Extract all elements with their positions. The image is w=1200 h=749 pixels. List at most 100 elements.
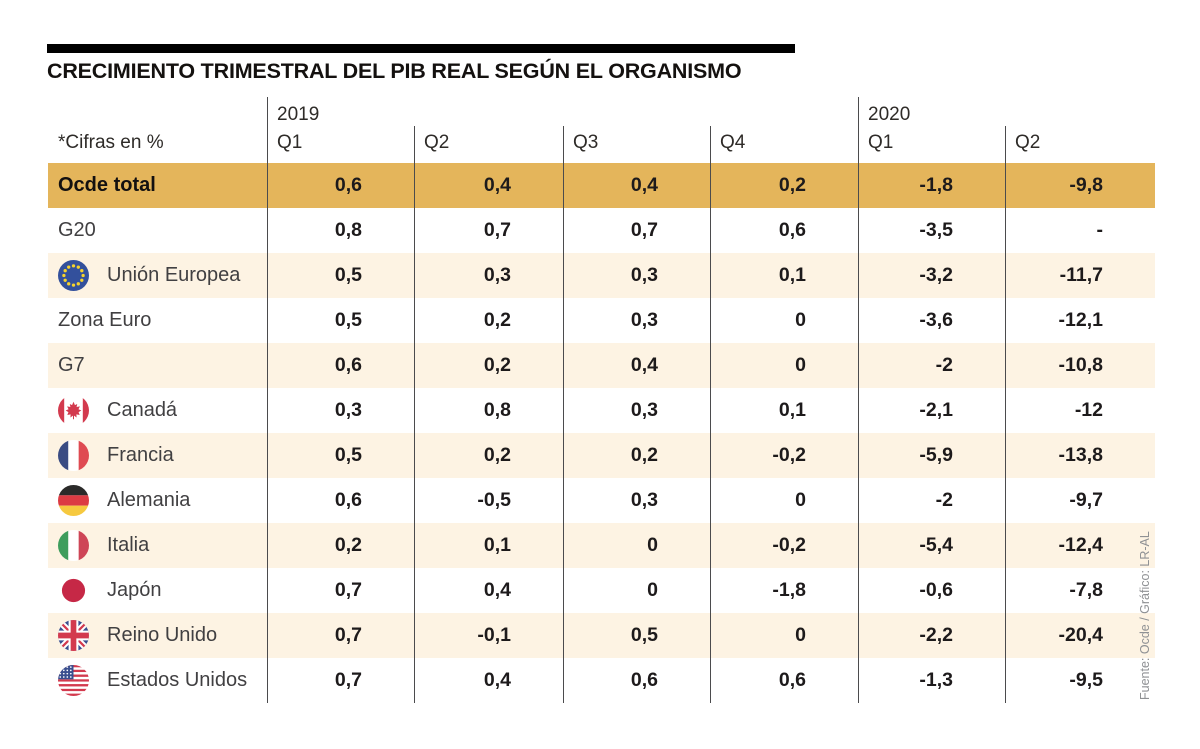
header-2020-q1: 2020 Q1: [858, 95, 1005, 163]
value-cell: -9,5: [1069, 669, 1103, 691]
value-cell: 0,6: [778, 219, 806, 241]
table-row: Alemania 0,6 -0,5 0,3 0 -2 -9,7: [48, 478, 1155, 523]
row-label: Alemania: [107, 489, 191, 511]
flag-italy-icon: [58, 530, 89, 561]
row-label-cell: Zona Euro: [48, 298, 267, 343]
flag-uk-icon: [58, 620, 89, 651]
value-cell: 0,3: [334, 399, 362, 421]
table-row: Japón 0,7 0,4 0 -1,8 -0,6 -7,8: [48, 568, 1155, 613]
value-cell: -13,8: [1058, 444, 1103, 466]
quarter-label: Q3: [573, 132, 599, 154]
value-cell: -1,3: [919, 669, 953, 691]
value-cell: -12: [1074, 399, 1103, 421]
value-cell: 0,7: [334, 669, 362, 691]
value-cell: -3,2: [919, 264, 953, 286]
row-label: Zona Euro: [58, 309, 152, 331]
header-2019-q2: Q2: [414, 95, 563, 163]
value-cell: 0,4: [630, 174, 658, 196]
table-header: *Cifras en % 2019 Q1 Q2 Q3 Q4 2020 Q1 Q2: [48, 95, 1155, 163]
row-label-cell: G20: [48, 208, 267, 253]
value-cell: 0: [795, 624, 806, 646]
row-label: Reino Unido: [107, 624, 218, 646]
row-label: Francia: [107, 444, 174, 466]
value-cell: 0,2: [483, 309, 511, 331]
year-label-2019: 2019: [277, 104, 320, 126]
gdp-table: *Cifras en % 2019 Q1 Q2 Q3 Q4 2020 Q1 Q2…: [48, 95, 1155, 703]
table-row: G20 0,8 0,7 0,7 0,6 -3,5 -: [48, 208, 1155, 253]
value-cell: 0,2: [630, 444, 658, 466]
value-cell: -3,6: [919, 309, 953, 331]
flag-canada-icon: [58, 395, 89, 426]
value-cell: -0,6: [919, 579, 953, 601]
row-label-cell: Estados Unidos: [48, 658, 267, 703]
value-cell: -1,8: [919, 174, 953, 196]
value-cell: 0,8: [483, 399, 511, 421]
header-2019-q1: 2019 Q1: [267, 95, 414, 163]
flag-japan-icon: [58, 575, 89, 606]
row-label: Italia: [107, 534, 150, 556]
value-cell: -9,8: [1069, 174, 1103, 196]
flag-france-icon: [58, 440, 89, 471]
title-rule-bar: [47, 44, 795, 53]
column-divider: [414, 126, 415, 703]
value-cell: -: [1096, 219, 1104, 241]
column-divider: [1005, 126, 1006, 703]
quarter-label: Q2: [1015, 132, 1041, 154]
value-cell: 0,6: [630, 669, 658, 691]
value-cell: -2: [935, 354, 953, 376]
value-cell: 0,3: [630, 309, 658, 331]
row-label: G20: [58, 219, 96, 241]
value-cell: -1,8: [772, 579, 806, 601]
value-cell: 0,6: [334, 354, 362, 376]
row-label-cell: Ocde total: [48, 163, 267, 208]
value-cell: -2: [935, 489, 953, 511]
row-label: Japón: [107, 579, 162, 601]
value-cell: 0,7: [630, 219, 658, 241]
value-cell: 0,6: [334, 174, 362, 196]
value-cell: -10,8: [1058, 354, 1103, 376]
value-cell: 0,2: [483, 354, 511, 376]
quarter-label: Q2: [424, 132, 450, 154]
year-label-2020: 2020: [868, 104, 911, 126]
table-row: G7 0,6 0,2 0,4 0 -2 -10,8: [48, 343, 1155, 388]
value-cell: 0,4: [483, 669, 511, 691]
header-2019-q3: Q3: [563, 95, 710, 163]
table-row: Estados Unidos 0,7 0,4 0,6 0,6 -1,3 -9,5: [48, 658, 1155, 703]
chart-title: CRECIMIENTO TRIMESTRAL DEL PIB REAL SEGÚ…: [47, 59, 742, 83]
row-label-cell: Italia: [48, 523, 267, 568]
value-cell: -7,8: [1069, 579, 1103, 601]
value-cell: -11,7: [1059, 264, 1103, 286]
value-cell: -0,2: [772, 444, 806, 466]
value-cell: 0,7: [334, 624, 362, 646]
row-label: G7: [58, 354, 85, 376]
row-label: Ocde total: [58, 174, 156, 196]
row-label-cell: G7: [48, 343, 267, 388]
value-cell: 0: [795, 354, 806, 376]
table-row: Canadá 0,3 0,8 0,3 0,1 -2,1 -12: [48, 388, 1155, 433]
value-cell: 0,6: [334, 489, 362, 511]
column-divider: [563, 126, 564, 703]
value-cell: 0,2: [483, 444, 511, 466]
quarter-label: Q1: [868, 132, 894, 154]
row-label: Estados Unidos: [107, 669, 248, 691]
row-label-cell: Alemania: [48, 478, 267, 523]
value-cell: 0,4: [483, 174, 511, 196]
quarter-label: Q1: [277, 132, 303, 154]
value-cell: 0,1: [778, 399, 806, 421]
value-cell: 0,2: [778, 174, 806, 196]
value-cell: -9,7: [1069, 489, 1103, 511]
table-row: Reino Unido 0,7 -0,1 0,5 0 -2,2 -20,4: [48, 613, 1155, 658]
value-cell: 0,5: [334, 444, 362, 466]
value-cell: 0,4: [630, 354, 658, 376]
value-cell: 0,6: [778, 669, 806, 691]
value-cell: 0: [795, 309, 806, 331]
unit-note: *Cifras en %: [58, 132, 164, 154]
value-cell: 0,5: [334, 264, 362, 286]
value-cell: 0,7: [334, 579, 362, 601]
value-cell: -5,4: [919, 534, 953, 556]
value-cell: 0: [795, 489, 806, 511]
flag-germany-icon: [58, 485, 89, 516]
value-cell: 0: [647, 579, 658, 601]
row-label-cell: Reino Unido: [48, 613, 267, 658]
value-cell: -3,5: [919, 219, 953, 241]
